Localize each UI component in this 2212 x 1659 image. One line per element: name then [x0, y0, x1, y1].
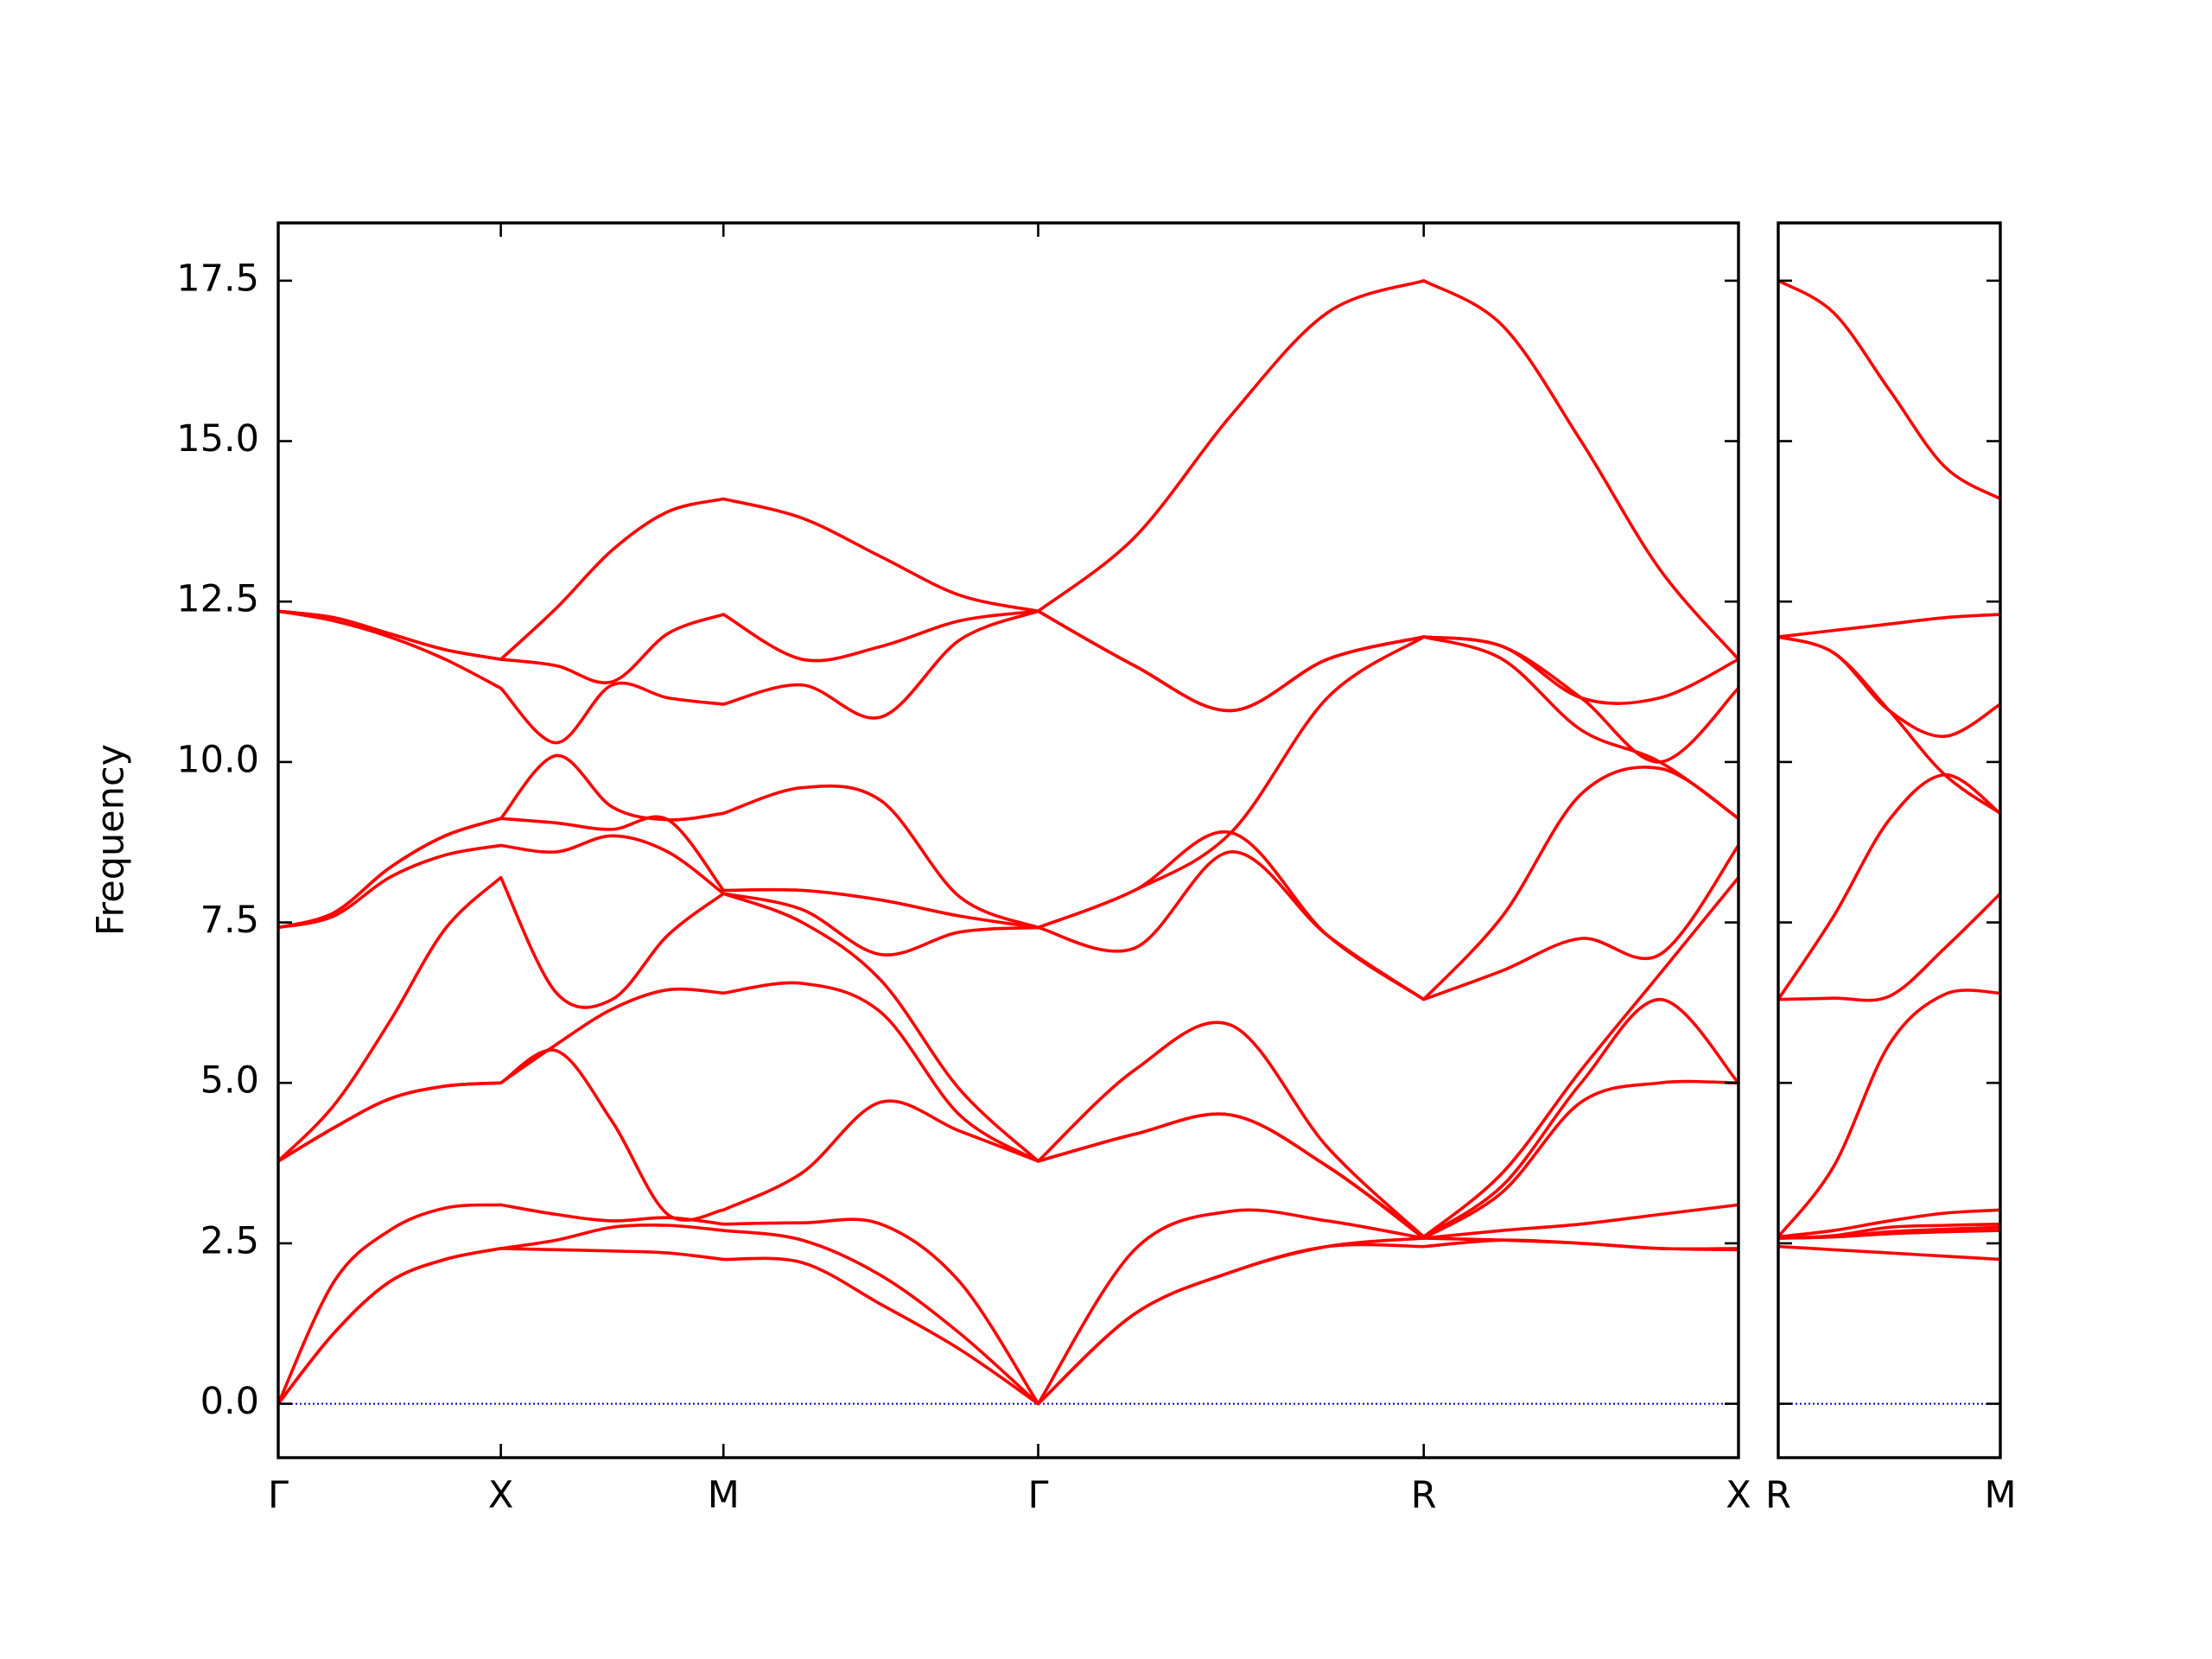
band-line — [1777, 613, 2001, 639]
band-line — [277, 279, 1740, 661]
band-line — [1777, 772, 2002, 1001]
band-line — [1777, 1244, 2001, 1262]
x-tick-label: Γ — [1028, 1474, 1049, 1517]
band-line — [1777, 1208, 2001, 1239]
axes-frame — [276, 221, 1740, 1459]
y-tick-label: 15.0 — [176, 417, 259, 461]
band-line — [277, 635, 1740, 930]
x-tick-label: X — [1726, 1474, 1751, 1517]
x-tick-label: R — [1411, 1474, 1437, 1517]
y-tick-label: 2.5 — [200, 1219, 259, 1262]
band-line — [277, 981, 1740, 1239]
y-tick-label: 10.0 — [176, 738, 259, 781]
band-line — [276, 1224, 1739, 1406]
x-tick-label: Γ — [268, 1474, 289, 1517]
band-line — [1777, 635, 2001, 738]
band-line — [1777, 892, 2002, 1002]
x-tick-label: X — [488, 1474, 513, 1517]
y-tick-label: 0.0 — [200, 1380, 259, 1423]
band-line — [276, 875, 1740, 1239]
x-tick-label: R — [1765, 1474, 1791, 1517]
y-tick-label: 7.5 — [200, 899, 259, 942]
band-line — [1777, 988, 2001, 1238]
y-tick-label: 12.5 — [176, 578, 259, 621]
x-tick-label: M — [1984, 1474, 2016, 1517]
y-tick-label: 5.0 — [200, 1059, 259, 1103]
band-line — [1777, 279, 2001, 500]
x-tick-label: M — [708, 1474, 740, 1517]
axes-frame — [1777, 221, 2002, 1459]
band-line — [1777, 1222, 2001, 1240]
band-line — [276, 1203, 1739, 1406]
y-axis-label: Frequency — [90, 744, 133, 936]
band-line — [277, 834, 1740, 1001]
y-tick-label: 17.5 — [176, 257, 259, 300]
